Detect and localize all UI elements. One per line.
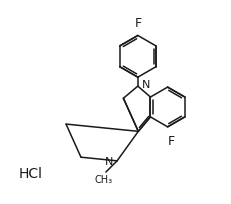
Text: N: N: [105, 157, 113, 167]
Text: N: N: [142, 80, 150, 90]
Text: HCl: HCl: [19, 167, 43, 181]
Text: F: F: [134, 18, 141, 30]
Text: F: F: [168, 135, 175, 148]
Text: CH₃: CH₃: [95, 175, 113, 185]
